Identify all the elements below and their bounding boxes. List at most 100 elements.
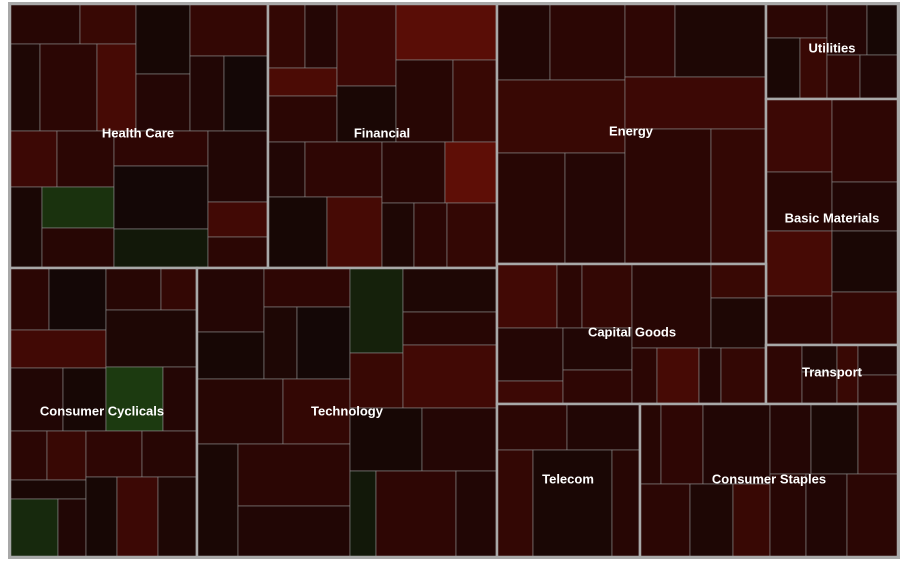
stock-cell[interactable] bbox=[349, 267, 404, 354]
stock-cell[interactable] bbox=[720, 347, 767, 405]
stock-cell[interactable] bbox=[631, 263, 712, 349]
stock-cell[interactable] bbox=[304, 141, 383, 198]
stock-cell[interactable] bbox=[846, 473, 899, 558]
stock-cell[interactable] bbox=[96, 43, 137, 132]
stock-cell[interactable] bbox=[349, 352, 404, 409]
stock-cell[interactable] bbox=[549, 3, 626, 81]
stock-cell[interactable] bbox=[799, 37, 828, 100]
stock-cell[interactable] bbox=[9, 479, 87, 500]
stock-cell[interactable] bbox=[381, 202, 415, 269]
stock-cell[interactable] bbox=[564, 152, 626, 265]
stock-cell[interactable] bbox=[48, 267, 107, 331]
stock-cell[interactable] bbox=[765, 230, 833, 297]
stock-cell[interactable] bbox=[85, 430, 143, 478]
stock-cell[interactable] bbox=[349, 407, 423, 472]
stock-cell[interactable] bbox=[857, 344, 899, 376]
stock-cell[interactable] bbox=[79, 3, 137, 45]
stock-cell[interactable] bbox=[831, 230, 899, 293]
sector-telecom[interactable]: Telecom bbox=[495, 402, 642, 559]
stock-cell[interactable] bbox=[189, 3, 269, 57]
stock-cell[interactable] bbox=[698, 347, 722, 405]
sector-financial[interactable]: Financial bbox=[266, 2, 499, 270]
stock-cell[interactable] bbox=[562, 327, 633, 371]
stock-cell[interactable] bbox=[710, 263, 767, 299]
stock-cell[interactable] bbox=[455, 470, 498, 558]
stock-cell[interactable] bbox=[157, 476, 198, 558]
stock-cell[interactable] bbox=[105, 366, 164, 432]
stock-cell[interactable] bbox=[639, 403, 662, 485]
stock-cell[interactable] bbox=[866, 3, 899, 56]
stock-cell[interactable] bbox=[831, 98, 899, 183]
stock-cell[interactable] bbox=[326, 196, 383, 269]
sector-technology[interactable]: Technology bbox=[195, 266, 499, 559]
stock-cell[interactable] bbox=[116, 476, 159, 558]
stock-cell[interactable] bbox=[135, 73, 191, 132]
stock-cell[interactable] bbox=[765, 295, 833, 346]
stock-cell[interactable] bbox=[562, 369, 633, 405]
stock-cell[interactable] bbox=[765, 98, 833, 173]
stock-cell[interactable] bbox=[336, 85, 397, 143]
stock-cell[interactable] bbox=[223, 55, 269, 132]
sector-consumer-staples[interactable]: Consumer Staples bbox=[638, 402, 900, 559]
stock-cell[interactable] bbox=[496, 327, 564, 382]
stock-cell[interactable] bbox=[710, 297, 767, 349]
stock-cell[interactable] bbox=[496, 79, 626, 154]
stock-cell[interactable] bbox=[496, 380, 564, 405]
stock-cell[interactable] bbox=[710, 128, 767, 265]
stock-cell[interactable] bbox=[141, 430, 198, 478]
stock-cell[interactable] bbox=[113, 130, 209, 167]
stock-cell[interactable] bbox=[196, 378, 284, 445]
stock-cell[interactable] bbox=[267, 95, 338, 143]
stock-cell[interactable] bbox=[611, 449, 641, 558]
stock-cell[interactable] bbox=[859, 54, 899, 100]
stock-cell[interactable] bbox=[207, 201, 269, 238]
stock-cell[interactable] bbox=[660, 403, 704, 485]
stock-cell[interactable] bbox=[402, 267, 498, 313]
stock-cell[interactable] bbox=[237, 505, 351, 558]
stock-cell[interactable] bbox=[9, 43, 41, 132]
sector-energy[interactable]: Energy bbox=[495, 2, 768, 266]
stock-cell[interactable] bbox=[39, 43, 98, 132]
stock-cell[interactable] bbox=[496, 449, 534, 558]
stock-cell[interactable] bbox=[413, 202, 448, 269]
stock-cell[interactable] bbox=[732, 483, 771, 558]
stock-cell[interactable] bbox=[9, 329, 107, 369]
stock-cell[interactable] bbox=[674, 3, 767, 78]
sector-basic-materials[interactable]: Basic Materials bbox=[764, 97, 900, 347]
stock-cell[interactable] bbox=[189, 55, 225, 132]
stock-cell[interactable] bbox=[496, 3, 551, 81]
stock-cell[interactable] bbox=[566, 403, 641, 451]
stock-cell[interactable] bbox=[532, 449, 613, 558]
stock-cell[interactable] bbox=[702, 403, 771, 485]
stock-cell[interactable] bbox=[624, 76, 767, 130]
stock-cell[interactable] bbox=[624, 3, 676, 78]
stock-cell[interactable] bbox=[769, 403, 812, 475]
stock-cell[interactable] bbox=[267, 141, 306, 198]
sector-consumer-cyclicals[interactable]: Consumer Cyclicals bbox=[8, 266, 199, 559]
stock-cell[interactable] bbox=[9, 498, 59, 558]
stock-cell[interactable] bbox=[9, 186, 43, 269]
stock-cell[interactable] bbox=[196, 331, 265, 380]
stock-cell[interactable] bbox=[9, 3, 81, 45]
stock-cell[interactable] bbox=[496, 403, 568, 451]
stock-cell[interactable] bbox=[826, 54, 861, 100]
stock-cell[interactable] bbox=[446, 202, 498, 269]
stock-cell[interactable] bbox=[831, 291, 899, 346]
stock-cell[interactable] bbox=[57, 498, 87, 558]
stock-cell[interactable] bbox=[349, 470, 377, 558]
stock-cell[interactable] bbox=[639, 483, 691, 558]
stock-cell[interactable] bbox=[581, 263, 633, 329]
stock-cell[interactable] bbox=[831, 181, 899, 232]
stock-cell[interactable] bbox=[9, 367, 64, 432]
stock-cell[interactable] bbox=[267, 3, 306, 69]
stock-cell[interactable] bbox=[196, 443, 239, 558]
stock-cell[interactable] bbox=[624, 128, 712, 265]
stock-cell[interactable] bbox=[196, 267, 265, 333]
stock-cell[interactable] bbox=[765, 344, 803, 405]
stock-cell[interactable] bbox=[162, 366, 198, 432]
stock-cell[interactable] bbox=[207, 130, 269, 203]
stock-cell[interactable] bbox=[135, 3, 191, 75]
stock-cell[interactable] bbox=[801, 371, 838, 405]
stock-cell[interactable] bbox=[304, 3, 338, 69]
stock-cell[interactable] bbox=[496, 263, 558, 329]
